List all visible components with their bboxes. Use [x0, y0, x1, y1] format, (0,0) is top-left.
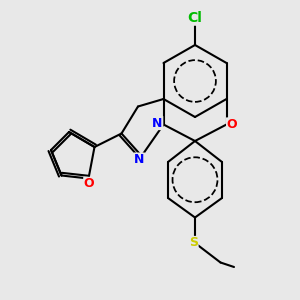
Text: S: S — [189, 236, 198, 250]
Text: O: O — [84, 177, 94, 190]
Text: N: N — [134, 153, 144, 166]
Text: N: N — [152, 116, 163, 130]
Text: O: O — [226, 118, 237, 131]
Text: Cl: Cl — [188, 11, 202, 25]
